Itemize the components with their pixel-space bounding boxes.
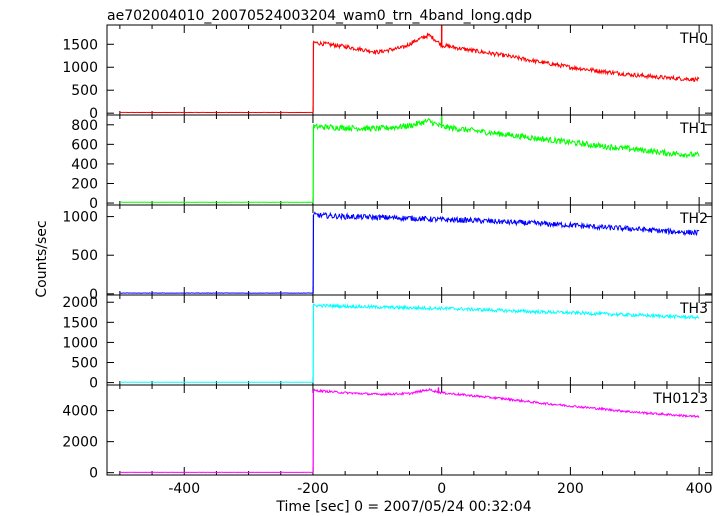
y-tick-label: 400: [71, 157, 98, 173]
series-line: [119, 211, 700, 294]
y-tick-label: 600: [71, 137, 98, 153]
y-tick-label: 200: [71, 176, 98, 192]
x-tick-label: -400: [168, 481, 200, 497]
chart-title: ae702004010_20070524003204_wam0_trn_4ban…: [107, 8, 532, 24]
panel-label: TH2: [679, 211, 708, 227]
panel-label: TH0123: [652, 391, 708, 407]
y-tick-label: 500: [71, 248, 98, 264]
y-tick-label: 500: [71, 356, 98, 372]
panel-label: TH0: [679, 31, 708, 47]
y-tick-label: 2000: [62, 435, 98, 451]
y-tick-label: 2000: [62, 295, 98, 311]
series-line: [119, 32, 700, 114]
y-tick-label: 1500: [62, 37, 98, 53]
y-tick-label: 1000: [62, 60, 98, 76]
panel-frame: [106, 114, 713, 206]
y-tick-label: 4000: [62, 404, 98, 420]
y-tick-label: 0: [89, 287, 98, 303]
y-tick-label: 800: [71, 118, 98, 134]
x-axis-label: Time [sec] 0 = 2007/05/24 00:32:04: [275, 499, 531, 515]
x-tick-label: -200: [297, 481, 329, 497]
panel-th0123: 0 2000 4000 TH0123 -400 -200 0 200 400: [62, 384, 713, 497]
panel-th2: 0 500 1000 TH2: [62, 204, 713, 303]
panel-th3: 0 500 1000 1500 2000 TH3: [62, 294, 713, 392]
series-line: [119, 117, 700, 204]
panel-th1: 0 200 400 600 800 TH1: [71, 114, 713, 212]
y-tick-label: 1000: [62, 335, 98, 351]
series-line: [119, 387, 700, 473]
y-tick-label: 0: [89, 196, 98, 212]
y-tick-label: 0: [89, 376, 98, 392]
panel-label: TH3: [679, 301, 708, 317]
panel-label: TH1: [679, 121, 708, 137]
panel-th0: 0 500 1000 1500 TH0: [62, 24, 713, 122]
panel-frame: [106, 24, 713, 116]
x-tick-label: 200: [557, 481, 584, 497]
y-tick-label: 1000: [62, 210, 98, 226]
y-tick-label: 1500: [62, 315, 98, 331]
panel-frame: [106, 204, 713, 296]
y-tick-label: 0: [89, 106, 98, 122]
y-tick-label: 500: [71, 83, 98, 99]
x-tick-label: 400: [686, 481, 713, 497]
x-tick-label: 0: [437, 481, 446, 497]
series-line: [119, 302, 700, 383]
panel-frame: [106, 384, 713, 476]
panels-group: 0 500 1000 1500 TH0 0 200 400 600 800 TH1 0 500 1000 T…: [62, 24, 713, 497]
y-tick-label: 0: [89, 466, 98, 482]
y-axis-label: Counts/sec: [34, 220, 50, 297]
